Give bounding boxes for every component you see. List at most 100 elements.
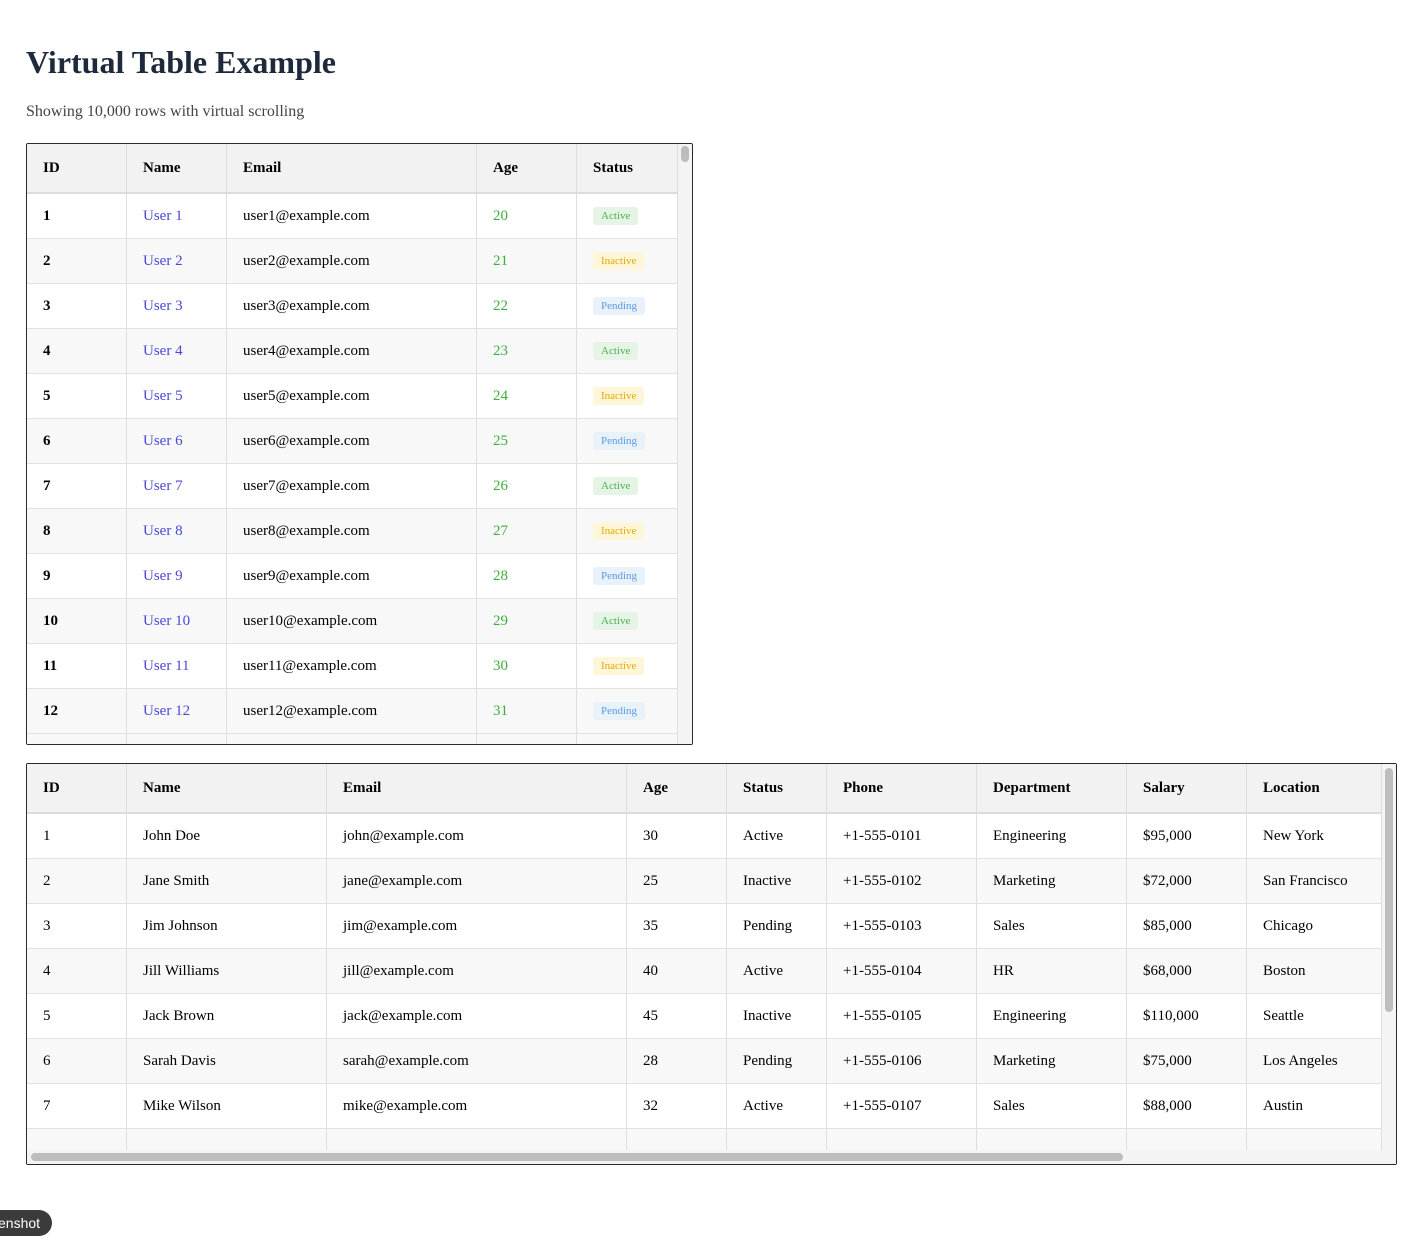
table-row[interactable]: 12 User 12 user12@example.com 31 Pending <box>27 689 678 734</box>
screenshot-button[interactable]: enshot <box>0 1210 53 1236</box>
id-cell: 7 <box>27 464 127 508</box>
table-row[interactable]: 8 User 8 user8@example.com 27 Inactive <box>27 509 678 554</box>
empty-cell <box>577 734 678 744</box>
empty-cell <box>827 1129 977 1150</box>
table-row[interactable]: 9 User 9 user9@example.com 28 Pending <box>27 554 678 599</box>
column-header-department[interactable]: Department <box>977 764 1127 812</box>
empty-cell <box>1127 1129 1247 1150</box>
column-header-location[interactable]: Location <box>1247 764 1382 812</box>
column-header-status[interactable]: Status <box>577 144 678 192</box>
column-header-email[interactable]: Email <box>327 764 627 812</box>
age-cell: 26 <box>477 464 577 508</box>
id-cell: 5 <box>27 374 127 418</box>
id-cell: 2 <box>27 239 127 283</box>
status-badge: Pending <box>593 432 646 450</box>
table-row[interactable]: 11 User 11 user11@example.com 30 Inactive <box>27 644 678 689</box>
name-link[interactable]: User 7 <box>127 464 227 508</box>
name-link[interactable]: User 9 <box>127 554 227 598</box>
table-header: ID Name Email Age Status Phone Departmen… <box>27 764 1382 814</box>
column-header-phone[interactable]: Phone <box>827 764 977 812</box>
department-cell: Engineering <box>977 994 1127 1038</box>
table-row[interactable]: 5 User 5 user5@example.com 24 Inactive <box>27 374 678 419</box>
status-cell: Pending <box>577 419 678 463</box>
name-link[interactable]: User 4 <box>127 329 227 373</box>
wide-table[interactable]: ID Name Email Age Status Phone Departmen… <box>26 763 1397 1165</box>
name-link[interactable]: User 11 <box>127 644 227 688</box>
horizontal-scrollbar[interactable] <box>27 1150 1382 1164</box>
column-header-name[interactable]: Name <box>127 764 327 812</box>
virtual-table[interactable]: ID Name Email Age Status 1 User 1 user1@ex… <box>26 143 693 745</box>
status-badge: Pending <box>593 567 646 585</box>
age-cell: 25 <box>477 419 577 463</box>
name-link[interactable]: User 6 <box>127 419 227 463</box>
table-row[interactable]: 6 Sarah Davis sarah@example.com 28 Pending +1… <box>27 1039 1382 1084</box>
empty-cell <box>727 1129 827 1150</box>
table-row[interactable]: 4 User 4 user4@example.com 23 Active <box>27 329 678 374</box>
salary-cell: $68,000 <box>1127 949 1247 993</box>
name-link[interactable]: User 2 <box>127 239 227 283</box>
name-link[interactable]: User 3 <box>127 284 227 328</box>
name-link[interactable]: User 12 <box>127 689 227 733</box>
salary-cell: $72,000 <box>1127 859 1247 903</box>
status-cell: Active <box>577 599 678 643</box>
table-row[interactable]: 7 Mike Wilson mike@example.com 32 Active +1-5… <box>27 1084 1382 1129</box>
email-cell: sarah@example.com <box>327 1039 627 1083</box>
email-cell: jane@example.com <box>327 859 627 903</box>
table-row[interactable]: 2 Jane Smith jane@example.com 25 Inactive +1-… <box>27 859 1382 904</box>
age-cell: 20 <box>477 194 577 238</box>
email-cell: user5@example.com <box>227 374 477 418</box>
salary-cell: $88,000 <box>1127 1084 1247 1128</box>
location-cell: New York <box>1247 814 1382 858</box>
scrollbar-thumb[interactable] <box>31 1153 1123 1161</box>
table-row[interactable]: 6 User 6 user6@example.com 25 Pending <box>27 419 678 464</box>
name-link[interactable]: User 10 <box>127 599 227 643</box>
salary-cell: $75,000 <box>1127 1039 1247 1083</box>
status-cell: Inactive <box>577 509 678 553</box>
vertical-scrollbar[interactable] <box>678 144 692 744</box>
column-header-salary[interactable]: Salary <box>1127 764 1247 812</box>
age-cell: 30 <box>627 814 727 858</box>
table-row[interactable]: 5 Jack Brown jack@example.com 45 Inactive +1-… <box>27 994 1382 1039</box>
table-row[interactable]: 1 User 1 user1@example.com 20 Active <box>27 194 678 239</box>
column-header-name[interactable]: Name <box>127 144 227 192</box>
table-row[interactable]: 7 User 7 user7@example.com 26 Active <box>27 464 678 509</box>
column-header-age[interactable]: Age <box>627 764 727 812</box>
empty-cell <box>227 734 477 744</box>
column-header-age[interactable]: Age <box>477 144 577 192</box>
id-cell: 5 <box>27 994 127 1038</box>
name-link[interactable]: User 8 <box>127 509 227 553</box>
id-cell: 7 <box>27 1084 127 1128</box>
status-badge: Active <box>593 342 639 360</box>
scrollbar-thumb[interactable] <box>1385 768 1393 1012</box>
age-cell: 35 <box>627 904 727 948</box>
column-header-email[interactable]: Email <box>227 144 477 192</box>
location-cell: Boston <box>1247 949 1382 993</box>
page-subtitle: Showing 10,000 rows with virtual scrolli… <box>26 103 305 120</box>
phone-cell: +1-555-0106 <box>827 1039 977 1083</box>
email-cell: user7@example.com <box>227 464 477 508</box>
table-row[interactable]: 3 Jim Johnson jim@example.com 35 Pending +1-5… <box>27 904 1382 949</box>
empty-cell <box>477 734 577 744</box>
column-header-id[interactable]: ID <box>27 764 127 812</box>
table-row[interactable]: 2 User 2 user2@example.com 21 Inactive <box>27 239 678 284</box>
age-cell: 25 <box>627 859 727 903</box>
name-link[interactable]: User 1 <box>127 194 227 238</box>
status-cell: Active <box>577 464 678 508</box>
phone-cell: +1-555-0101 <box>827 814 977 858</box>
name-link[interactable]: User 5 <box>127 374 227 418</box>
table-row[interactable]: 10 User 10 user10@example.com 29 Active <box>27 599 678 644</box>
age-cell: 31 <box>477 689 577 733</box>
table-row[interactable]: 3 User 3 user3@example.com 22 Pending <box>27 284 678 329</box>
scrollbar-thumb[interactable] <box>681 146 689 162</box>
table-row[interactable]: 4 Jill Williams jill@example.com 40 Active +1… <box>27 949 1382 994</box>
email-cell: jack@example.com <box>327 994 627 1038</box>
age-cell: 32 <box>627 1084 727 1128</box>
vertical-scrollbar[interactable] <box>1382 764 1396 1164</box>
salary-cell: $95,000 <box>1127 814 1247 858</box>
column-header-id[interactable]: ID <box>27 144 127 192</box>
column-header-status[interactable]: Status <box>727 764 827 812</box>
phone-cell: +1-555-0105 <box>827 994 977 1038</box>
email-cell: user2@example.com <box>227 239 477 283</box>
table-row[interactable]: 1 John Doe john@example.com 30 Active +1-555-… <box>27 814 1382 859</box>
email-cell: user8@example.com <box>227 509 477 553</box>
